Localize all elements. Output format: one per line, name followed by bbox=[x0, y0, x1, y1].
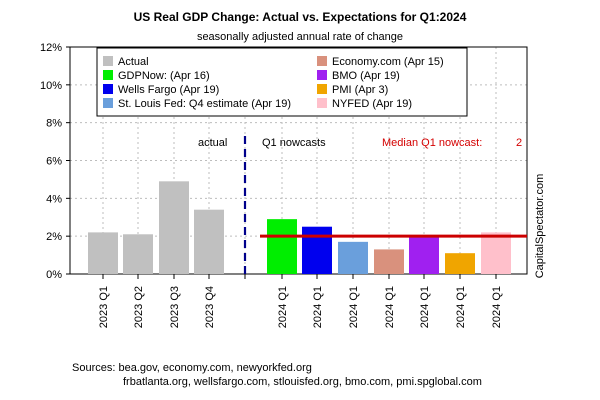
legend-swatch bbox=[317, 70, 327, 80]
x-tick-label: 2023 Q3 bbox=[169, 286, 181, 328]
median-label: Median Q1 nowcast: bbox=[382, 137, 482, 149]
bar bbox=[88, 232, 118, 274]
y-tick-label: 2% bbox=[46, 231, 62, 243]
legend-box bbox=[96, 47, 468, 117]
x-tick-label: 2024 Q1 bbox=[312, 286, 324, 328]
legend-swatch bbox=[317, 84, 327, 94]
legend-label: Wells Fargo (Apr 19) bbox=[118, 84, 219, 96]
median-value-label: 2 bbox=[516, 137, 522, 149]
bar bbox=[267, 219, 297, 274]
y-axis-ticks: 0% 2% 4% 6% 8% 10% 12% bbox=[40, 42, 70, 281]
bar bbox=[159, 181, 189, 274]
legend-label: GDPNow: (Apr 16) bbox=[118, 70, 210, 82]
legend-label: Economy.com (Apr 15) bbox=[332, 56, 444, 68]
x-tick-label: 2024 Q1 bbox=[419, 286, 431, 328]
x-axis-ticks: 2023 Q1 2023 Q2 2023 Q3 2023 Q4 2024 Q1 2024 … bbox=[98, 274, 503, 328]
bars bbox=[88, 181, 511, 274]
x-tick-label: 2023 Q1 bbox=[98, 286, 110, 328]
bar bbox=[374, 249, 404, 274]
bar bbox=[409, 236, 439, 274]
legend-items: Actual GDPNow: (Apr 16) Wells Fargo (Apr 1… bbox=[103, 56, 444, 110]
legend: Actual GDPNow: (Apr 16) Wells Fargo (Apr 1… bbox=[96, 47, 468, 117]
x-tick-label: 2024 Q1 bbox=[384, 286, 396, 328]
y-tick-label: 6% bbox=[46, 156, 62, 168]
actual-label: actual bbox=[198, 137, 227, 149]
legend-label: Actual bbox=[118, 56, 149, 68]
x-tick-label: 2024 Q1 bbox=[348, 286, 360, 328]
nowcasts-label: Q1 nowcasts bbox=[262, 137, 326, 149]
bar bbox=[481, 232, 511, 274]
legend-swatch bbox=[317, 98, 327, 108]
sources-line-1: Sources: bea.gov, economy.com, newyorkfe… bbox=[72, 362, 312, 374]
legend-swatch bbox=[103, 98, 113, 108]
legend-label: NYFED (Apr 19) bbox=[332, 98, 412, 110]
legend-label: PMI (Apr 3) bbox=[332, 84, 388, 96]
watermark-capitalspectator: CapitalSpectator.com bbox=[534, 174, 546, 279]
y-tick-label: 8% bbox=[46, 118, 62, 130]
bar bbox=[302, 226, 332, 274]
chart-title: US Real GDP Change: Actual vs. Expectati… bbox=[134, 10, 467, 24]
x-tick-label: 2024 Q1 bbox=[455, 286, 467, 328]
chart-subtitle: seasonally adjusted annual rate of chang… bbox=[197, 31, 403, 43]
x-tick-label: 2024 Q1 bbox=[491, 286, 503, 328]
x-tick-label: 2023 Q4 bbox=[204, 286, 216, 328]
legend-swatch bbox=[103, 84, 113, 94]
bar bbox=[338, 241, 368, 274]
y-tick-label: 12% bbox=[40, 42, 62, 54]
legend-swatch bbox=[317, 56, 327, 66]
y-tick-label: 4% bbox=[46, 193, 62, 205]
plot-frame bbox=[69, 46, 528, 275]
y-tick-label: 10% bbox=[40, 80, 62, 92]
legend-swatch bbox=[103, 70, 113, 80]
sources-line-2: frbatlanta.org, wellsfargo.com, stlouisf… bbox=[123, 376, 482, 388]
bar bbox=[194, 209, 224, 274]
bar bbox=[445, 253, 475, 274]
x-tick-label: 2023 Q2 bbox=[133, 286, 145, 328]
legend-swatch bbox=[103, 56, 113, 66]
legend-label: St. Louis Fed: Q4 estimate (Apr 19) bbox=[118, 98, 291, 110]
x-tick-label: 2024 Q1 bbox=[277, 286, 289, 328]
y-tick-label: 0% bbox=[46, 269, 62, 281]
bar bbox=[123, 234, 153, 274]
legend-label: BMO (Apr 19) bbox=[332, 70, 400, 82]
